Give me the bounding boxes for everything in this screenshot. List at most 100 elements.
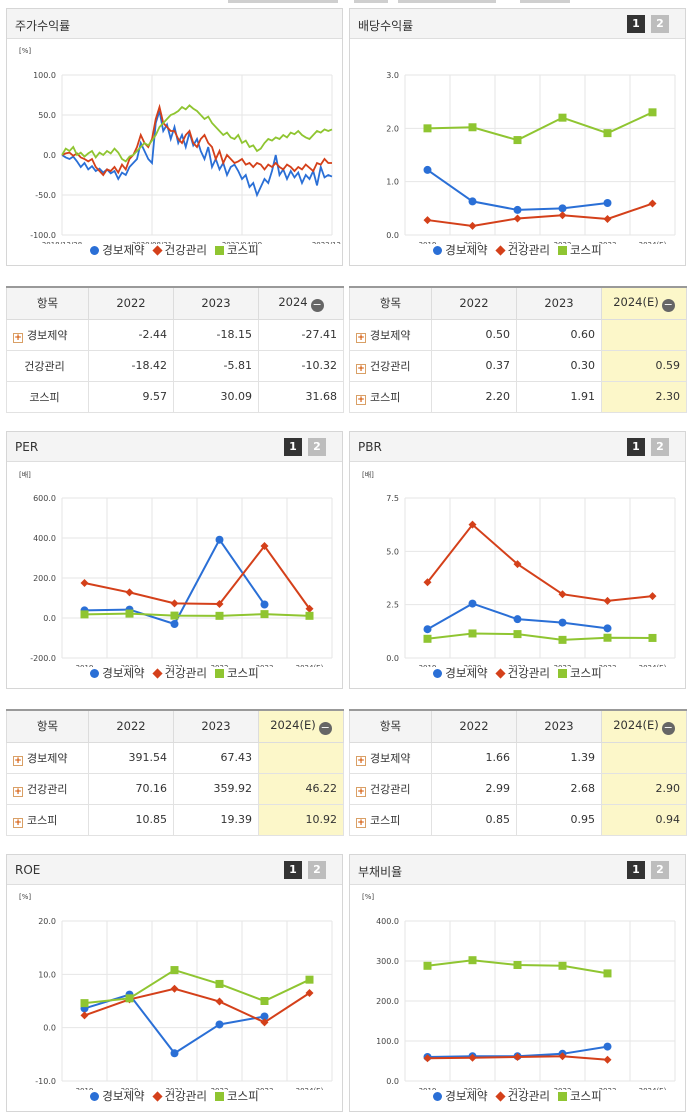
expand-icon[interactable]: + <box>13 817 23 828</box>
data-point <box>170 620 179 628</box>
series-line <box>84 968 310 1005</box>
legend-marker-icon <box>495 668 506 679</box>
expand-icon[interactable]: + <box>13 786 23 797</box>
panel-title: 부채비율 <box>358 865 403 879</box>
row-label: 건강관리 <box>6 349 89 382</box>
collapse-icon[interactable]: − <box>310 297 324 312</box>
table-cell: 0.60 <box>516 318 602 351</box>
legend-marker-icon <box>214 669 224 678</box>
legend-item[interactable]: 코스피 <box>557 1088 602 1104</box>
data-point <box>305 611 314 620</box>
legend-label: 경보제약 <box>102 666 145 680</box>
y-tick-label: 0.0 <box>43 151 56 160</box>
collapse-icon[interactable]: − <box>661 297 675 312</box>
data-point <box>513 615 522 624</box>
row-label[interactable]: + 경보제약 <box>349 741 432 774</box>
data-point <box>603 596 612 605</box>
table-cell: 67.43 <box>173 741 259 774</box>
data-point <box>423 165 432 174</box>
data-point <box>80 579 89 587</box>
legend-item[interactable]: 건강관리 <box>152 242 207 258</box>
legend-item[interactable]: 코스피 <box>214 665 259 681</box>
legend-label: 코스피 <box>226 1089 259 1103</box>
x-tick-label: 2024(E) <box>639 664 667 667</box>
row-label[interactable]: + 코스피 <box>349 803 432 836</box>
data-point <box>558 590 567 599</box>
expand-icon[interactable]: + <box>356 786 366 797</box>
data-point <box>423 634 432 643</box>
legend-marker-icon <box>557 1092 567 1101</box>
collapse-icon[interactable]: − <box>661 720 675 735</box>
expand-icon[interactable]: + <box>356 394 366 405</box>
expand-icon[interactable]: + <box>356 817 366 828</box>
table-cell: 0.30 <box>516 349 602 382</box>
table-row: + 경보제약 0.50 0.60 <box>349 318 687 351</box>
expand-icon[interactable]: + <box>356 755 366 766</box>
toggle-2-button[interactable]: 2 <box>308 861 326 879</box>
toggle-1-button[interactable]: 1 <box>627 15 645 33</box>
x-tick-label: 2022 <box>554 1087 572 1090</box>
table-row: 건강관리 -18.42 -5.81 -10.32 <box>6 349 344 382</box>
y-tick-label: -200.0 <box>30 654 56 663</box>
legend-item[interactable]: 경보제약 <box>433 1088 488 1104</box>
legend-item[interactable]: 경보제약 <box>433 665 488 681</box>
legend-item[interactable]: 건강관리 <box>495 1088 550 1104</box>
x-tick-label: 2020/08/31 <box>132 241 172 244</box>
chart-legend: 경보제약 건강관리 코스피 <box>350 665 685 681</box>
table-cell: 0.85 <box>431 803 517 836</box>
expand-icon[interactable]: + <box>356 363 366 374</box>
roe-panel: ROE 1 2 [%] 20.0 10.0 0.0 -10.0 2019 2020 2021… <box>6 854 343 1112</box>
toggle-2-button[interactable]: 2 <box>651 861 669 879</box>
expand-icon[interactable]: + <box>13 755 23 766</box>
y-tick-label: 10.0 <box>38 970 56 979</box>
legend-item[interactable]: 코스피 <box>214 242 259 258</box>
data-point <box>558 204 567 213</box>
toggle-2-button[interactable]: 2 <box>651 438 669 456</box>
per-chart: 600.0 400.0 200.0 0.0 -200.0 2019 2020 2021 2022… <box>30 494 333 667</box>
data-point <box>513 136 522 145</box>
row-label[interactable]: + 경보제약 <box>6 318 89 351</box>
legend-item[interactable]: 경보제약 <box>433 242 488 258</box>
legend-item[interactable]: 건강관리 <box>152 1088 207 1104</box>
legend-item[interactable]: 경보제약 <box>90 1088 145 1104</box>
legend-label: 건강관리 <box>507 243 550 257</box>
toggle-1-button[interactable]: 1 <box>627 438 645 456</box>
toggle-1-button[interactable]: 1 <box>284 861 302 879</box>
legend-item[interactable]: 건강관리 <box>495 242 550 258</box>
legend-item[interactable]: 코스피 <box>557 242 602 258</box>
row-label[interactable]: + 코스피 <box>349 380 432 413</box>
y-tick-label: 50.0 <box>38 111 56 120</box>
legend-label: 건강관리 <box>507 666 550 680</box>
x-tick-label: 2024(E) <box>296 1087 324 1090</box>
legend-item[interactable]: 경보제약 <box>90 665 145 681</box>
row-label[interactable]: + 건강관리 <box>349 772 432 805</box>
table-cell <box>601 741 687 774</box>
expand-icon[interactable]: + <box>356 332 366 343</box>
legend-marker-icon <box>433 1092 443 1101</box>
data-point <box>80 999 89 1008</box>
legend-item[interactable]: 건강관리 <box>495 665 550 681</box>
row-label[interactable]: + 경보제약 <box>349 318 432 351</box>
toggle-1-button[interactable]: 1 <box>284 438 302 456</box>
legend-item[interactable]: 건강관리 <box>152 665 207 681</box>
legend-label: 경보제약 <box>445 1089 488 1103</box>
table-row: + 코스피 2.20 1.91 2.30 <box>349 380 687 413</box>
row-label[interactable]: + 건강관리 <box>349 349 432 382</box>
collapse-icon[interactable]: − <box>318 720 332 735</box>
row-label[interactable]: + 코스피 <box>6 803 89 836</box>
top-tab-stub <box>354 0 388 3</box>
toggle-2-button[interactable]: 2 <box>308 438 326 456</box>
legend-item[interactable]: 경보제약 <box>90 242 145 258</box>
series-line <box>84 544 311 610</box>
toggle-2-button[interactable]: 2 <box>651 15 669 33</box>
row-label[interactable]: + 경보제약 <box>6 741 89 774</box>
toggle-1-button[interactable]: 1 <box>627 861 645 879</box>
row-label[interactable]: + 건강관리 <box>6 772 89 805</box>
y-tick-label: -10.0 <box>35 1077 56 1086</box>
table-row: + 코스피 0.85 0.95 0.94 <box>349 803 687 836</box>
chart-legend: 경보제약 건강관리 코스피 <box>350 1088 685 1104</box>
expand-icon[interactable]: + <box>13 332 23 343</box>
legend-item[interactable]: 코스피 <box>214 1088 259 1104</box>
per-panel: PER 1 2 [배] 600.0 400.0 200.0 0.0 -200.0 2019… <box>6 431 343 689</box>
legend-item[interactable]: 코스피 <box>557 665 602 681</box>
